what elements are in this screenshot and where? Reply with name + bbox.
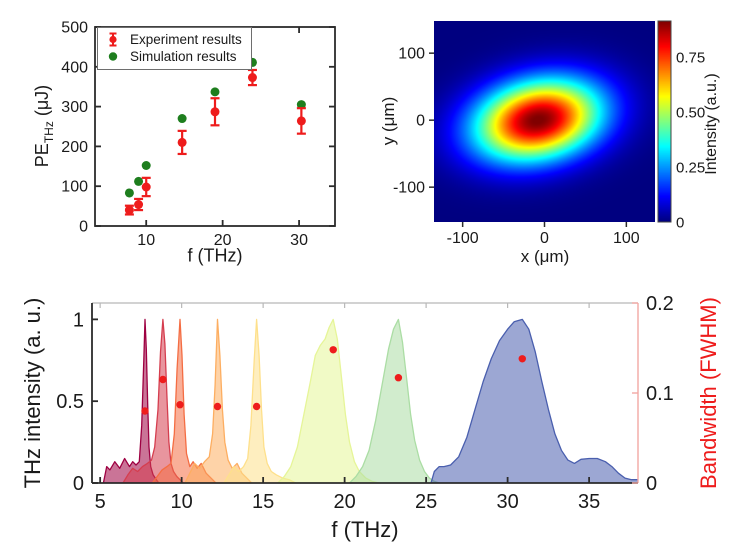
legend-label-simulation: Simulation results [130,49,237,64]
x-tick-label: 25 [415,491,437,513]
y-tick-label: 0 [416,113,425,130]
energy-y-axis-label: PETHz (μJ) [32,84,56,168]
spectra-right-axis-label: Bandwidth (FWHM) [696,297,721,489]
bandwidth-point [141,407,149,415]
y-tick-label: 200 [61,139,88,156]
beam-y-axis-label: y (μm) [379,96,398,146]
bandwidth-point [252,402,261,411]
bandwidth-point [176,401,184,409]
simulation-point [296,100,306,110]
bandwidth-point [159,375,167,384]
x-tick-label: 30 [290,232,308,249]
dot-marker-icon [108,52,118,61]
y-tick-label-left: 1 [73,309,84,331]
bandwidth-point [213,402,222,411]
experiment-series [124,68,306,216]
experiment-point [247,73,257,83]
x-tick-label: -100 [447,230,479,247]
experiment-point [134,200,144,210]
y-tick-label: 100 [61,179,88,196]
spectrum-peak [430,318,638,483]
y-tick-label: 0 [79,219,88,236]
experiment-point [124,205,134,215]
x-tick-label: 20 [334,491,356,513]
simulation-point [124,188,134,198]
colorbar-tick-label: 0.25 [676,160,705,177]
x-tick-label: 5 [95,491,106,513]
colorbar-label: Intensity (a.u.) [703,73,720,175]
x-tick-label: 15 [252,491,274,513]
x-tick-label: 35 [578,491,600,513]
colorbar-tick-label: 0 [676,215,684,232]
y-tick-label-right: 0.2 [646,293,674,315]
colorbar-frame [657,20,672,223]
legend-label-experiment: Experiment results [130,32,242,47]
beam-x-axis-label: x (μm) [520,247,570,266]
simulation-point [210,87,220,97]
y-tick-label-right: 0 [646,473,657,495]
x-tick-label: 10 [171,491,193,513]
experiment-point [141,182,151,192]
simulation-series [124,57,306,198]
beam-profile-panel: -100 0 100 -100 0 100 0 0.25 0.50 0.75 [393,20,705,247]
experiment-point [177,137,187,147]
experiment-point [210,107,220,117]
bandwidth-series [141,346,526,415]
spectrum-peak [184,318,253,483]
spectrum-peak [102,318,160,483]
y-tick-label: -100 [393,180,425,197]
y-tick-label: 400 [61,59,88,76]
simulation-point [134,176,144,186]
colorbar-tick-label: 0.75 [676,50,705,67]
y-tick-label: 500 [61,20,88,37]
simulation-point [141,161,151,171]
spectrum-peak [223,318,297,483]
legend: Experiment results Simulation results [97,27,252,70]
y-tick-label-left: 0 [73,473,84,495]
x-tick-label: 0 [540,230,549,247]
spectra-left-axis-label: THz intensity (a. u.) [20,297,45,489]
x-tick-label: 10 [137,232,155,249]
energy-x-axis-label: f (THz) [187,245,243,266]
spectrum-peak [348,318,440,483]
bandwidth-point [394,374,403,382]
bandwidth-point [329,346,337,354]
x-tick-label: 100 [613,230,640,247]
x-tick-label: 20 [214,232,232,249]
legend-item-simulation: Simulation results [105,48,242,65]
errorbar-marker-icon [109,32,117,47]
spectra-x-axis-label: f (THz) [331,517,399,542]
colorbar-gradient [658,21,671,222]
y-tick-label: 300 [61,99,88,116]
spectrum-peak [277,318,380,483]
colorbar-tick-label: 0.50 [676,105,705,122]
legend-item-experiment: Experiment results [105,31,242,48]
x-tick-label: 30 [496,491,518,513]
y-tick-label: 100 [398,46,425,63]
simulation-point [177,114,187,124]
beam-profile-heatmap [434,21,655,222]
spectra-fills [102,318,638,483]
bandwidth-point [518,355,526,363]
y-tick-label-left: 0.5 [56,391,84,413]
experiment-point [296,116,306,126]
y-tick-label-right: 0.1 [646,383,674,405]
